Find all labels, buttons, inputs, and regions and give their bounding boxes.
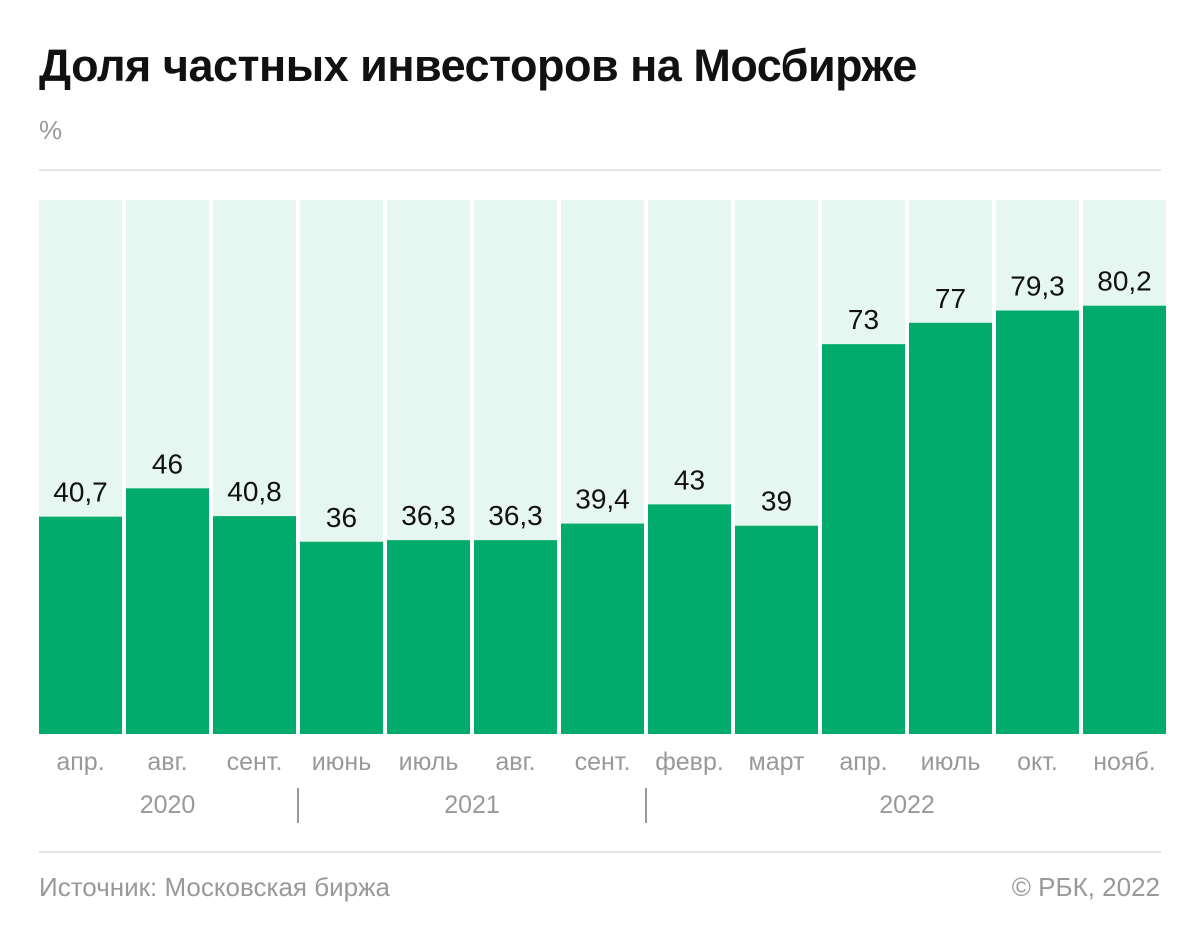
data-label: 40,7 [53, 477, 108, 508]
data-label: 46 [152, 448, 183, 479]
x-tick-label: июль [921, 748, 981, 776]
bar [39, 516, 122, 734]
copyright: © РБК, 2022 [1011, 872, 1160, 902]
data-label: 77 [935, 283, 966, 314]
bar [822, 344, 905, 734]
year-label: 2021 [444, 791, 500, 819]
data-label: 40,8 [227, 476, 282, 507]
source-note: Источник: Московская биржа [39, 872, 390, 902]
bar [648, 504, 731, 734]
bar [213, 516, 296, 734]
bar [909, 322, 992, 734]
bar [474, 540, 557, 734]
bar [300, 541, 383, 734]
data-label: 39,4 [575, 484, 630, 515]
x-tick-label: июнь [312, 748, 372, 776]
unit-label: % [39, 115, 63, 145]
year-label: 2022 [879, 791, 935, 819]
x-tick-label: апр. [56, 748, 104, 776]
x-tick-label: окт. [1017, 748, 1058, 776]
x-tick-label: июль [399, 748, 459, 776]
top-divider [39, 169, 1161, 171]
data-label: 73 [848, 304, 879, 335]
data-label: 36,3 [401, 500, 456, 531]
bar [735, 525, 818, 734]
data-label: 79,3 [1010, 271, 1065, 302]
bar [387, 540, 470, 734]
bar [996, 310, 1079, 734]
x-tick-label: сент. [575, 748, 631, 776]
x-tick-label: авг. [147, 748, 187, 776]
x-tick-label: февр. [655, 748, 724, 776]
data-label: 36,3 [488, 500, 543, 531]
data-label: 80,2 [1097, 266, 1152, 297]
bottom-divider [39, 851, 1161, 853]
x-tick-label: сент. [227, 748, 283, 776]
x-tick-label: апр. [839, 748, 887, 776]
bar [1083, 305, 1166, 734]
x-tick-label: март [749, 748, 805, 776]
data-label: 39 [761, 486, 792, 517]
chart-title: Доля частных инвесторов на Мосбирже [39, 40, 917, 91]
year-label: 2020 [140, 791, 196, 819]
bar [561, 523, 644, 734]
bar [126, 488, 209, 734]
data-label: 36 [326, 502, 357, 533]
x-tick-label: авг. [495, 748, 535, 776]
data-label: 43 [674, 464, 705, 495]
x-tick-label: нояб. [1093, 748, 1156, 776]
